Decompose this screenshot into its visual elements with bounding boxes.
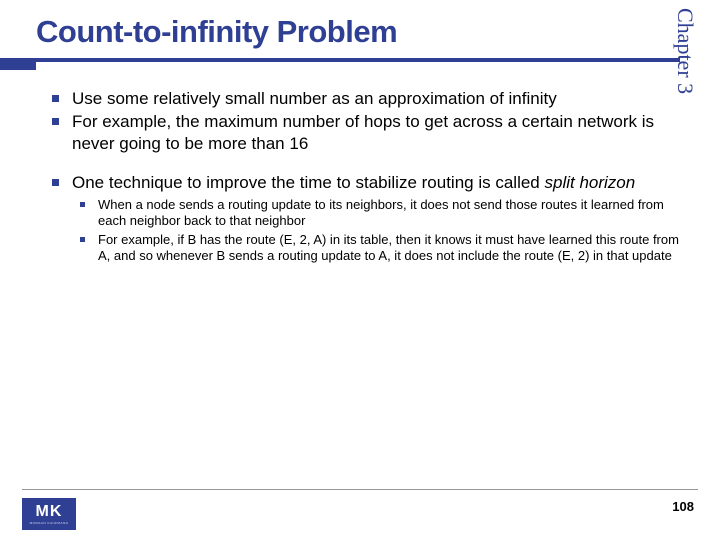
title-underline [0,58,680,62]
bullet-item: Use some relatively small number as an a… [46,88,686,109]
title-area: Count-to-infinity Problem [36,14,630,50]
bullet-text: Use some relatively small number as an a… [72,89,557,108]
bullet-subtext: When a node sends a routing update to it… [98,197,664,228]
bullet-list-level1: Use some relatively small number as an a… [46,88,686,264]
bullet-subtext: For example, if B has the route (E, 2, A… [98,232,679,263]
logo-sub-text: MORGAN KAUFMANN [30,521,69,525]
chapter-label: Chapter 3 [672,8,698,94]
publisher-logo: MK MORGAN KAUFMANN [22,498,76,530]
bullet-item: For example, the maximum number of hops … [46,111,686,154]
page-number: 108 [672,499,694,514]
bullet-subitem: When a node sends a routing update to it… [72,197,686,230]
title-underline-accent [0,58,36,70]
bullet-list-level2: When a node sends a routing update to it… [72,197,686,264]
bullet-text-prefix: One technique to improve the time to sta… [72,173,544,192]
slide: Count-to-infinity Problem Chapter 3 Use … [0,0,720,540]
bullet-subitem: For example, if B has the route (E, 2, A… [72,232,686,265]
bullet-text-italic: split horizon [544,173,635,192]
logo-main-text: MK [36,504,63,520]
content-area: Use some relatively small number as an a… [46,88,686,266]
footer-divider [22,489,698,490]
bullet-item: One technique to improve the time to sta… [46,172,686,264]
bullet-text: For example, the maximum number of hops … [72,112,654,152]
slide-title: Count-to-infinity Problem [36,14,630,50]
